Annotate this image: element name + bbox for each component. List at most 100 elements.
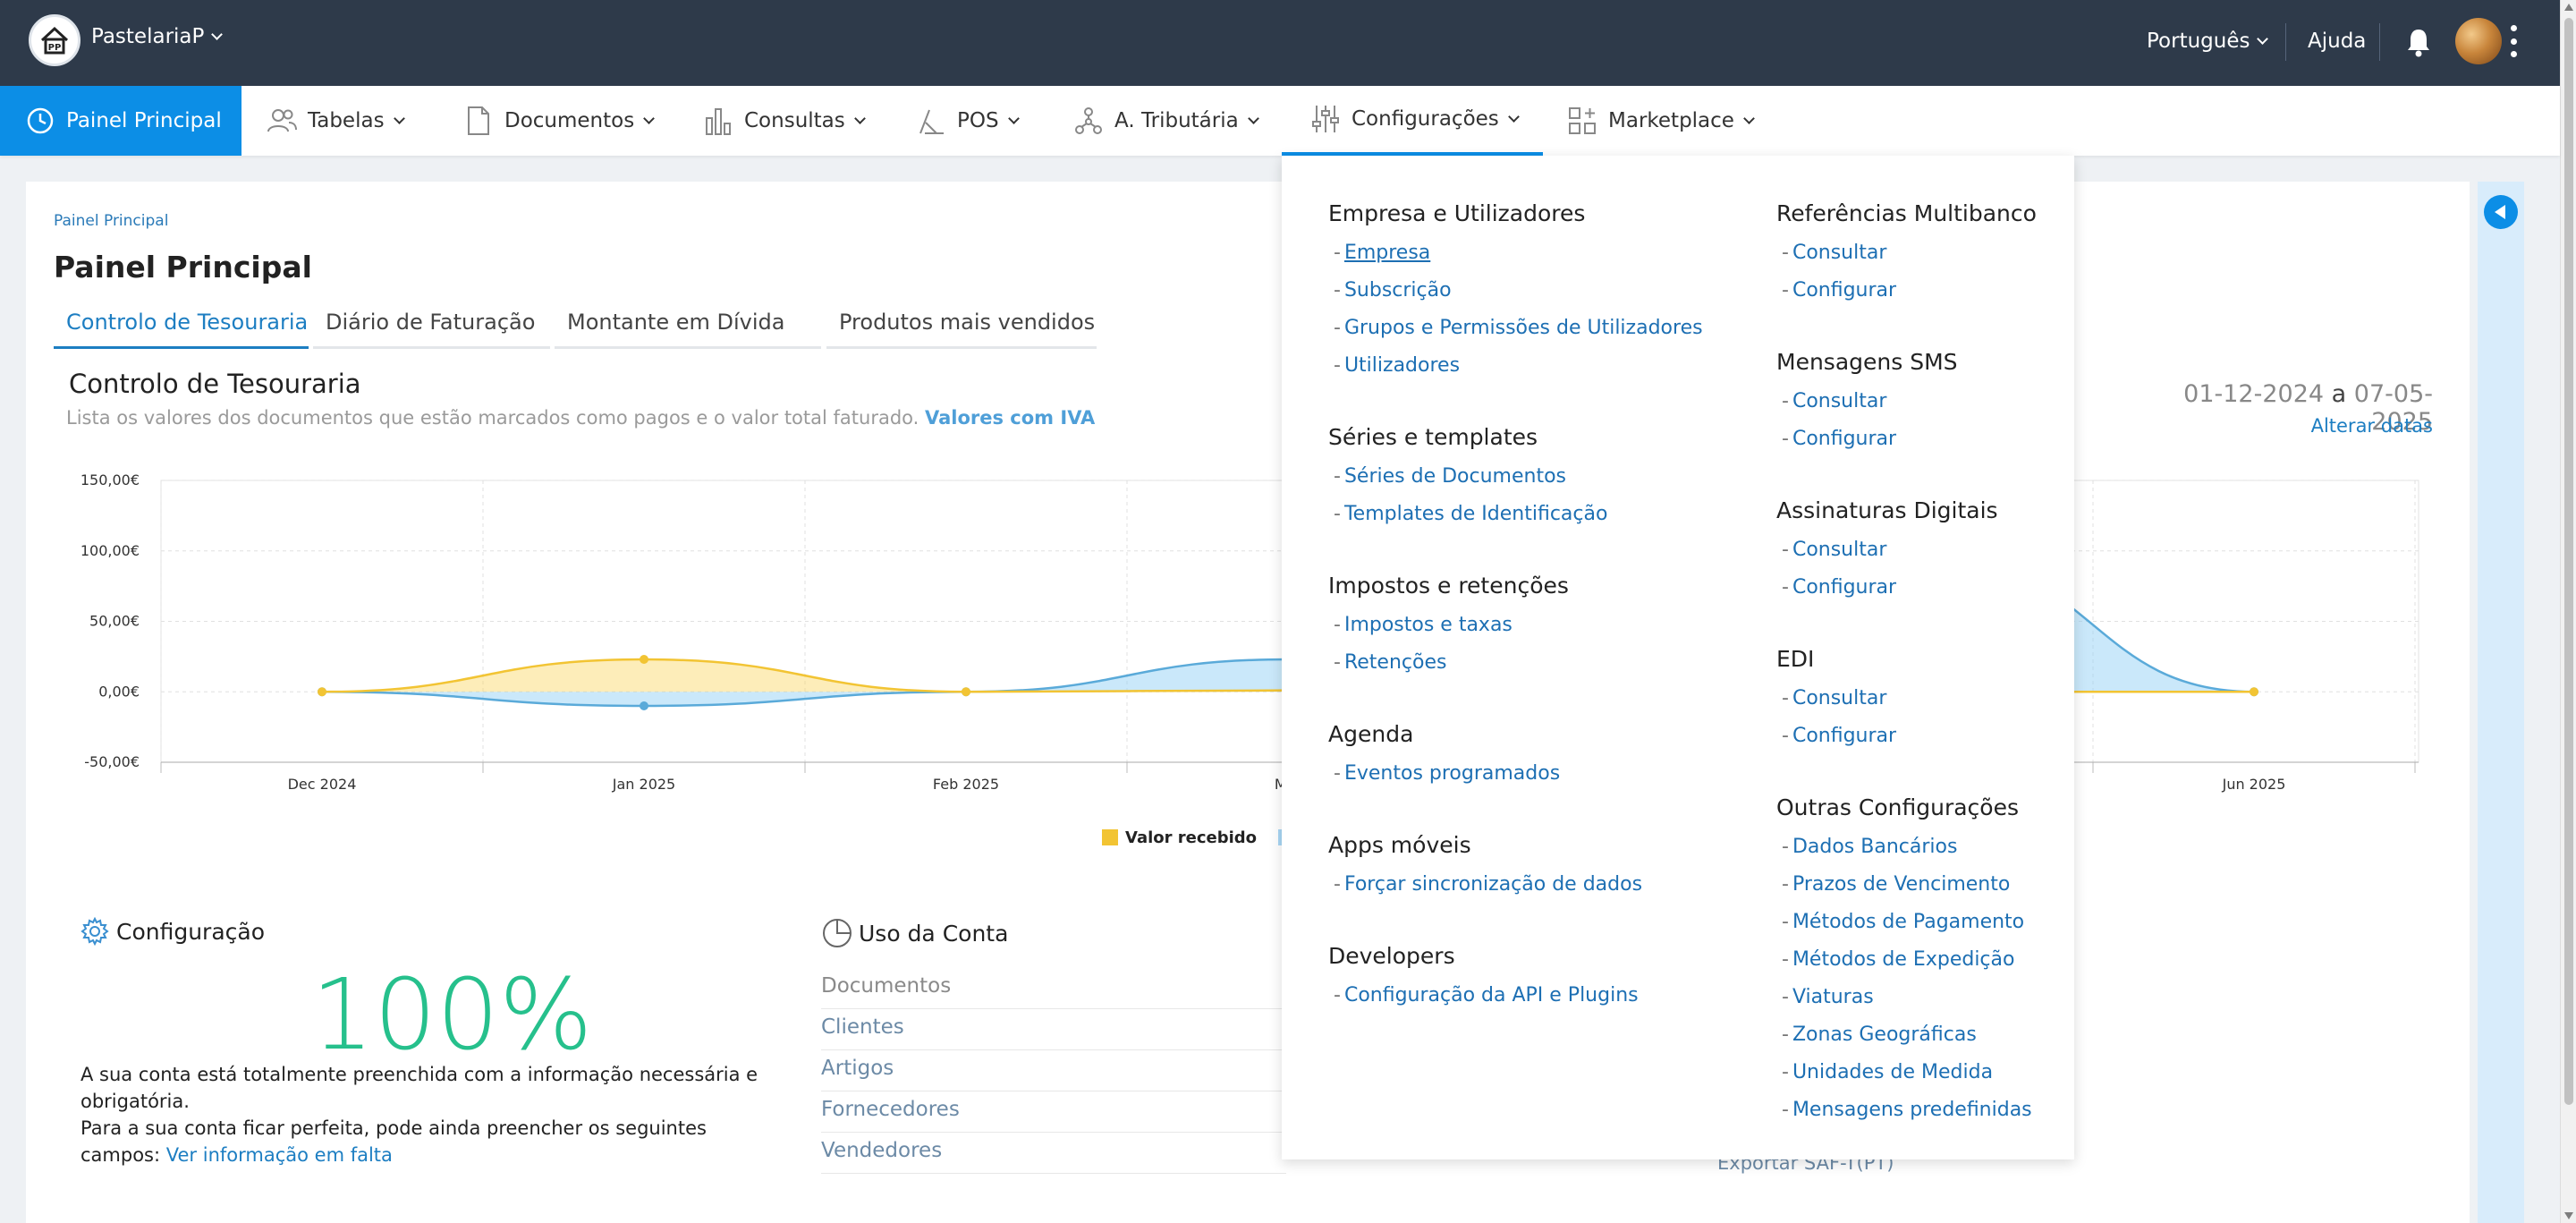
- tab-controlo-tesouraria[interactable]: Controlo de Tesouraria: [54, 304, 309, 349]
- dash-bullet: -: [1334, 984, 1341, 1006]
- data-point: [2250, 687, 2258, 697]
- configuracoes-dropdown: Empresa e Utilizadores - Empresa - Subscriçã…: [1282, 156, 2074, 1159]
- dropdown-link[interactable]: - Configurar: [1782, 279, 1896, 302]
- dash-bullet: -: [1334, 651, 1341, 674]
- more-vertical-icon[interactable]: [2510, 25, 2517, 57]
- nav-configuracoes[interactable]: Configurações: [1282, 86, 1543, 156]
- dropdown-link[interactable]: - Templates de Identificação: [1334, 503, 1607, 525]
- missing-info-link[interactable]: Ver informação em falta: [165, 1144, 393, 1166]
- dropdown-link[interactable]: - Eventos programados: [1334, 762, 1560, 785]
- nav-label: Painel Principal: [66, 109, 222, 132]
- config-text-2-wrap: Para a sua conta ficar perfeita, pode ai…: [80, 1115, 760, 1168]
- usage-item[interactable]: Artigos: [821, 1050, 1286, 1091]
- dash-bullet: -: [1782, 576, 1789, 599]
- language-selector[interactable]: Português: [2147, 30, 2269, 53]
- dropdown-link[interactable]: - Grupos e Permissões de Utilizadores: [1334, 317, 1703, 339]
- dropdown-link[interactable]: - Métodos de Expedição: [1782, 948, 2014, 971]
- page-scrollbar[interactable]: [2560, 0, 2576, 1223]
- nav-tabelas[interactable]: Tabelas: [267, 86, 405, 156]
- dash-bullet: -: [1334, 242, 1341, 264]
- dropdown-link[interactable]: - Forçar sincronização de dados: [1334, 873, 1642, 896]
- date-range: 01-12-2024 a 07-05-2025: [2129, 380, 2433, 436]
- legend-item[interactable]: Valor recebido: [1102, 828, 1257, 847]
- company-selector[interactable]: PastelariaP: [91, 25, 224, 48]
- dropdown-link-label: Consultar: [1792, 539, 1887, 561]
- dash-bullet: -: [1782, 1061, 1789, 1083]
- dropdown-link[interactable]: - Configuração da API e Plugins: [1334, 984, 1639, 1006]
- scroll-up-icon[interactable]: [2564, 4, 2573, 11]
- dropdown-link[interactable]: - Utilizadores: [1334, 354, 1460, 377]
- nav-consultas[interactable]: Consultas: [703, 86, 866, 156]
- dropdown-link[interactable]: - Mensagens predefinidas: [1782, 1099, 2032, 1121]
- dash-bullet: -: [1334, 873, 1341, 896]
- description-text: Lista os valores dos documentos que estã…: [66, 407, 919, 429]
- dropdown-link[interactable]: - Consultar: [1782, 539, 1886, 561]
- date-to: 07-05-2025: [2353, 380, 2433, 436]
- usage-item[interactable]: Vendedores: [821, 1133, 1286, 1174]
- config-text-1: A sua conta está totalmente preenchida c…: [80, 1064, 758, 1112]
- dropdown-link[interactable]: - Unidades de Medida: [1782, 1061, 1993, 1083]
- dropdown-link[interactable]: - Consultar: [1782, 390, 1886, 412]
- dash-bullet: -: [1334, 317, 1341, 339]
- dropdown-link[interactable]: - Métodos de Pagamento: [1782, 911, 2024, 933]
- bell-icon[interactable]: [2406, 27, 2431, 61]
- dropdown-link[interactable]: - Configurar: [1782, 428, 1896, 450]
- usage-item[interactable]: Fornecedores: [821, 1091, 1286, 1133]
- dropdown-group-title: Referências Multibanco: [1776, 200, 2037, 226]
- dropdown-link[interactable]: - Subscrição: [1334, 279, 1452, 302]
- company-logo[interactable]: PP: [29, 14, 80, 66]
- dropdown-link[interactable]: - Zonas Geográficas: [1782, 1023, 1977, 1046]
- dropdown-link[interactable]: - Viaturas: [1782, 986, 1874, 1008]
- config-percent: 100%: [311, 957, 593, 1072]
- dropdown-link[interactable]: - Empresa: [1334, 242, 1430, 264]
- dropdown-link-label: Zonas Geográficas: [1792, 1023, 1977, 1046]
- dropdown-group-title: Developers: [1328, 943, 1455, 969]
- dropdown-link-label: Templates de Identificação: [1343, 503, 1608, 525]
- avatar[interactable]: [2455, 18, 2502, 64]
- dropdown-link[interactable]: - Configurar: [1782, 576, 1896, 599]
- dropdown-link[interactable]: - Prazos de Vencimento: [1782, 873, 2010, 896]
- dropdown-link[interactable]: - Séries de Documentos: [1334, 465, 1566, 488]
- data-point: [962, 687, 970, 697]
- scroll-down-icon[interactable]: [2564, 1212, 2573, 1219]
- usage-item[interactable]: Documentos: [821, 968, 1286, 1009]
- tab-produtos-vendidos[interactable]: Produtos mais vendidos: [826, 304, 1097, 349]
- dropdown-link[interactable]: - Consultar: [1782, 687, 1886, 709]
- dropdown-group-title: Empresa e Utilizadores: [1328, 200, 1586, 226]
- nav-a-tributaria[interactable]: A. Tributária: [1073, 86, 1259, 156]
- date-separator: a: [2331, 380, 2347, 408]
- dropdown-link-label: Utilizadores: [1343, 354, 1461, 377]
- vat-values-link[interactable]: Valores com IVA: [925, 407, 1096, 429]
- breadcrumb[interactable]: Painel Principal: [54, 212, 169, 230]
- y-tick-label: -50,00€: [84, 753, 140, 770]
- dropdown-group-title: EDI: [1776, 646, 1815, 672]
- collapse-panel-button[interactable]: [2484, 195, 2518, 229]
- scrollbar-thumb[interactable]: [2564, 18, 2573, 1105]
- dropdown-link-label: Grupos e Permissões de Utilizadores: [1343, 317, 1703, 339]
- dropdown-link[interactable]: - Dados Bancários: [1782, 836, 1957, 858]
- dropdown-link[interactable]: - Impostos e taxas: [1334, 614, 1513, 636]
- nav-marketplace[interactable]: Marketplace: [1567, 86, 1755, 156]
- dash-bullet: -: [1334, 279, 1341, 302]
- nav-label: A. Tributária: [1114, 109, 1239, 132]
- tab-montante-divida[interactable]: Montante em Dívida: [555, 304, 821, 349]
- dropdown-link-label: Retenções: [1343, 651, 1447, 674]
- dropdown-link[interactable]: - Consultar: [1782, 242, 1886, 264]
- nav-documentos[interactable]: Documentos: [463, 86, 656, 156]
- data-point: [318, 687, 326, 697]
- dropdown-link[interactable]: - Retenções: [1334, 651, 1446, 674]
- change-dates-link[interactable]: Alterar datas: [2310, 415, 2433, 437]
- dropdown-link-label: Séries de Documentos: [1343, 465, 1566, 488]
- dropdown-link[interactable]: - Configurar: [1782, 725, 1896, 747]
- config-text-2: Para a sua conta ficar perfeita, pode ai…: [80, 1117, 707, 1166]
- dash-bullet: -: [1782, 242, 1789, 264]
- usage-item[interactable]: Clientes: [821, 1009, 1286, 1050]
- gear-icon: [80, 917, 109, 946]
- tab-diario-faturacao[interactable]: Diário de Faturação: [313, 304, 550, 349]
- nav-label: Configurações: [1352, 107, 1499, 131]
- help-link[interactable]: Ajuda: [2308, 30, 2367, 53]
- nav-painel-principal[interactable]: Painel Principal: [0, 86, 242, 156]
- dash-bullet: -: [1782, 948, 1789, 971]
- nav-pos[interactable]: POS: [916, 86, 1020, 156]
- dash-bullet: -: [1782, 390, 1789, 412]
